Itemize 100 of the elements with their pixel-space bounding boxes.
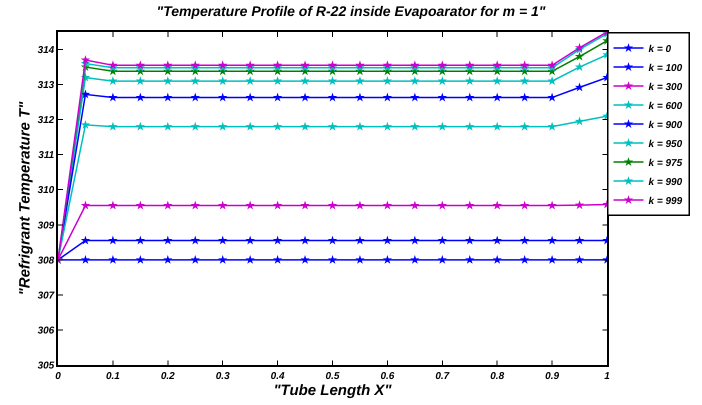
point (245, 76, 255, 86)
point (410, 254, 420, 264)
point (410, 92, 420, 102)
y-axis-title: "Refrigrant Temperature T" (16, 100, 34, 296)
point (547, 92, 557, 102)
point (520, 122, 530, 131)
point (438, 60, 447, 70)
point (80, 236, 90, 245)
point (108, 92, 118, 102)
point (465, 92, 474, 102)
y-tick-label: 310 (38, 185, 55, 196)
x-tick-label: 0.1 (106, 370, 120, 382)
point (80, 120, 90, 129)
y-tick-label: 308 (38, 255, 55, 266)
point (218, 254, 228, 264)
point (438, 254, 447, 264)
point (300, 76, 310, 86)
x-tick-label: 0.7 (435, 370, 450, 382)
chart-title: "Temperature Profile of R-22 inside Evapoarator for m = 1" (156, 2, 546, 19)
point (438, 76, 447, 86)
point (547, 76, 557, 86)
x-tick-label: 0.3 (216, 370, 230, 382)
point (163, 92, 172, 102)
point (465, 254, 474, 264)
point (136, 236, 146, 245)
point (492, 236, 502, 245)
point (218, 200, 228, 210)
point (108, 122, 118, 131)
point (547, 60, 557, 70)
point (80, 254, 90, 264)
point (492, 92, 502, 102)
point (465, 76, 474, 86)
point (245, 92, 255, 102)
legend-label: k = 975 (648, 158, 683, 169)
point (218, 122, 228, 131)
point (382, 76, 392, 86)
x-tick-label: 0 (55, 370, 62, 382)
point (190, 92, 200, 102)
point (163, 76, 172, 86)
point (328, 92, 338, 102)
x-tick-label: 0.6 (380, 370, 395, 382)
point (245, 200, 255, 210)
point (547, 200, 557, 210)
point (355, 254, 365, 264)
point (492, 200, 502, 210)
point (328, 76, 338, 86)
point (163, 60, 172, 70)
point (300, 122, 310, 131)
point (300, 254, 310, 264)
point (382, 254, 392, 264)
point (300, 236, 310, 245)
point (328, 122, 338, 131)
point (218, 60, 228, 70)
point (438, 122, 447, 131)
point (520, 200, 530, 210)
y-tick-label: 306 (38, 325, 55, 336)
point (382, 236, 392, 245)
point (410, 200, 420, 210)
point (245, 122, 255, 131)
point (547, 254, 557, 264)
point (136, 122, 146, 131)
point (272, 254, 282, 264)
x-tick-label: 0.4 (270, 370, 285, 382)
point (190, 122, 200, 131)
point (218, 92, 228, 102)
point (382, 122, 392, 131)
point (520, 92, 530, 102)
point (80, 89, 90, 98)
y-tick-label: 309 (38, 220, 55, 232)
point (328, 254, 338, 264)
legend-label: k = 900 (648, 120, 683, 131)
point (272, 92, 282, 102)
y-tick-label: 311 (38, 150, 55, 162)
point (272, 200, 282, 210)
y-tick-label: 305 (38, 360, 55, 372)
point (328, 60, 338, 70)
point (574, 200, 584, 210)
point (300, 200, 310, 210)
legend-label: k = 950 (648, 138, 683, 150)
point (136, 254, 146, 264)
legend-label: k = 100 (648, 62, 683, 74)
point (190, 60, 200, 70)
point (520, 76, 530, 86)
point (547, 236, 557, 245)
point (163, 200, 172, 210)
point (108, 236, 118, 245)
point (574, 116, 584, 126)
y-tick-label: 314 (38, 45, 55, 56)
point (272, 122, 282, 131)
point (574, 52, 584, 60)
point (410, 236, 420, 245)
point (80, 200, 90, 210)
point (190, 236, 200, 245)
point (465, 60, 474, 70)
legend-label: k = 0 (648, 44, 672, 55)
point (355, 92, 365, 102)
x-tick-label: 0.2 (160, 370, 176, 382)
point (163, 254, 172, 264)
point (520, 254, 530, 264)
point (163, 236, 172, 245)
